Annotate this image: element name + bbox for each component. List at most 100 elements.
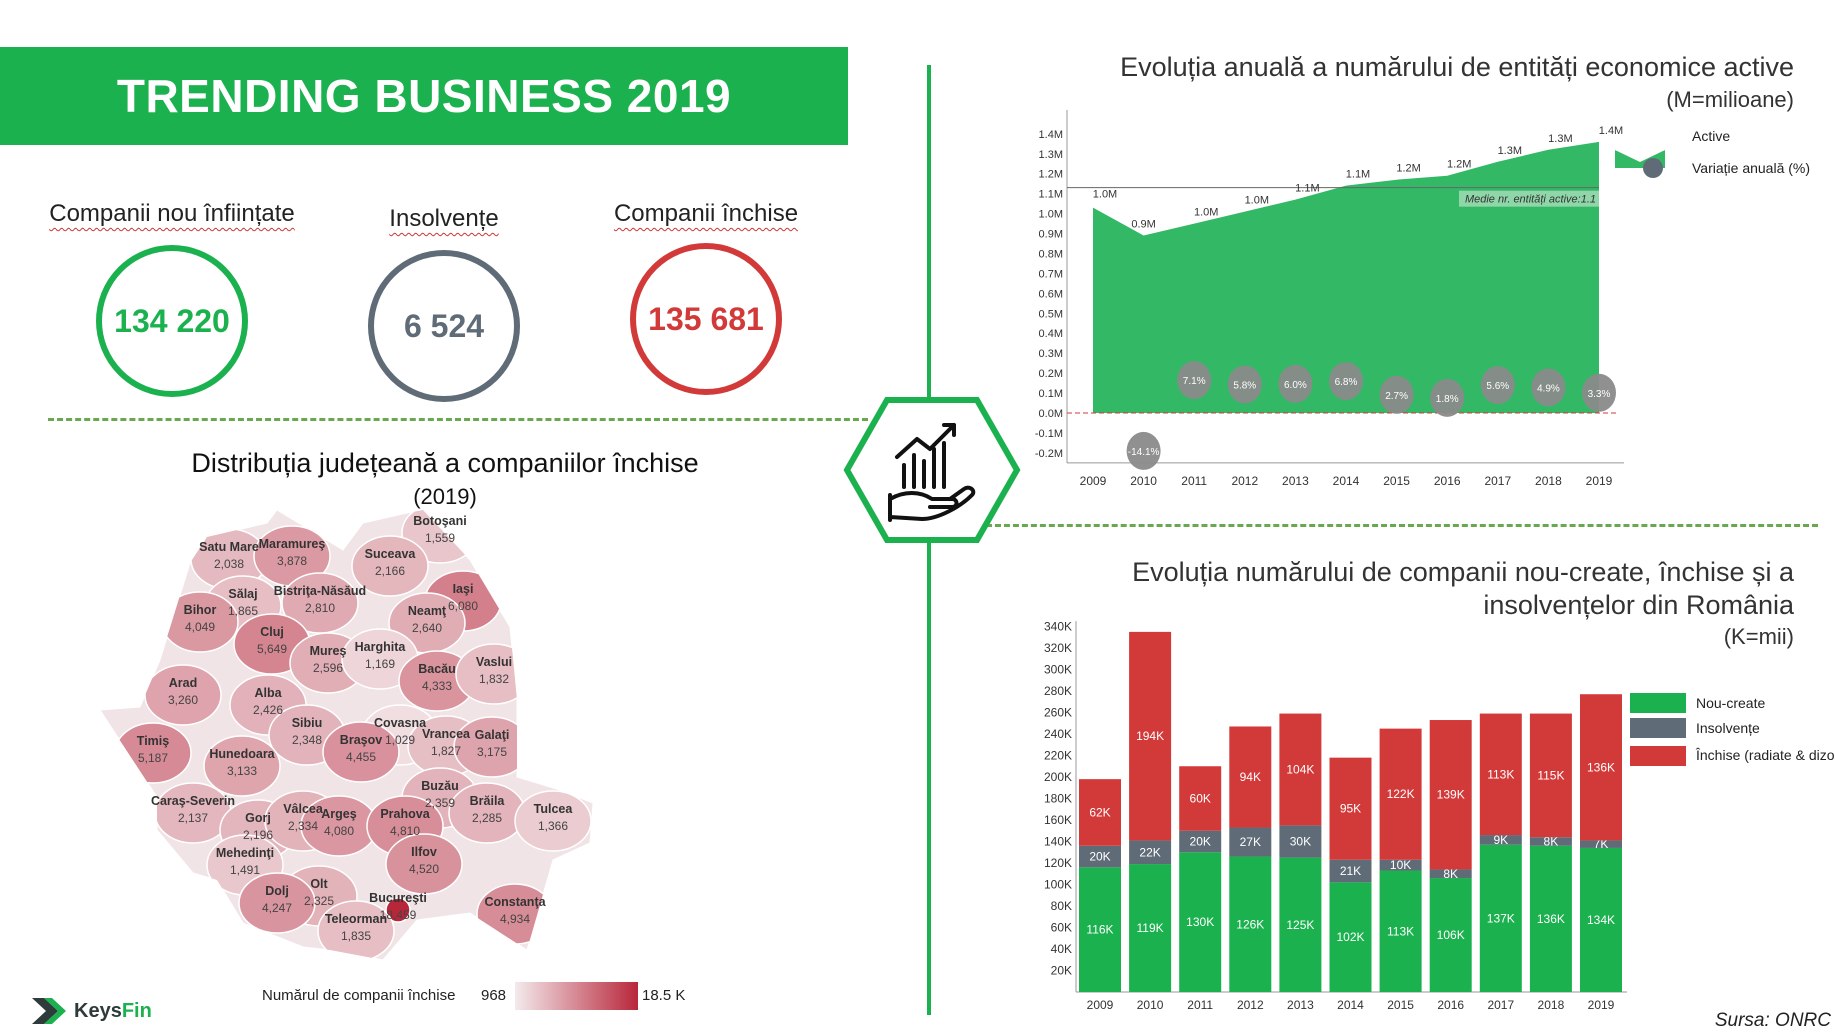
bar-segment-closed bbox=[1229, 726, 1272, 828]
legend-swatch bbox=[1630, 693, 1686, 713]
county-name: Teleorman bbox=[325, 912, 387, 926]
county-area bbox=[238, 872, 316, 934]
bar-label: 20K bbox=[1089, 850, 1110, 864]
bar-segment-closed bbox=[1479, 713, 1522, 836]
county-name: Mureş bbox=[310, 644, 347, 658]
bar-segment-closed bbox=[1179, 766, 1222, 831]
x-tick-label: 2018 bbox=[1538, 998, 1565, 1012]
variation-bubble bbox=[1480, 366, 1515, 405]
county-area bbox=[203, 735, 281, 797]
county-value: 4,049 bbox=[185, 620, 215, 634]
bar-segment-new bbox=[1580, 847, 1622, 992]
bar-label: 102K bbox=[1336, 930, 1364, 944]
bar-label: 122K bbox=[1387, 787, 1415, 801]
kpi-insolvencies: 6 524 bbox=[368, 250, 520, 402]
county-value: 2,640 bbox=[412, 621, 442, 635]
bar-segment-insolvent bbox=[1580, 840, 1622, 848]
county-value: 3,878 bbox=[277, 554, 307, 568]
county-value: 2,196 bbox=[243, 828, 273, 842]
bar-label: 62K bbox=[1089, 805, 1110, 819]
county-area bbox=[385, 897, 411, 923]
county-value: 4,520 bbox=[409, 862, 439, 876]
bar-segment-closed bbox=[1429, 720, 1472, 870]
county-value: 6,080 bbox=[448, 599, 478, 613]
x-tick-label: 2010 bbox=[1137, 998, 1164, 1012]
kpi-new-companies: 134 220 bbox=[96, 245, 248, 397]
y-tick-label: -0.2M bbox=[1035, 448, 1063, 460]
county-value: 4,080 bbox=[324, 824, 354, 838]
variation-bubble bbox=[1582, 373, 1616, 412]
y-tick-label: -0.1M bbox=[1035, 428, 1063, 440]
bar-segment-closed bbox=[1529, 713, 1572, 838]
county-value: 3,260 bbox=[168, 693, 198, 707]
x-tick-label: 2009 bbox=[1087, 998, 1114, 1012]
bar-label: 94K bbox=[1240, 770, 1261, 784]
y-tick-label: 20K bbox=[1051, 964, 1072, 978]
county-name: Vaslui bbox=[476, 655, 512, 669]
county-name: Covasna bbox=[374, 716, 427, 730]
bar-label: 104K bbox=[1286, 762, 1314, 776]
bar-label: 130K bbox=[1186, 915, 1214, 929]
active-data-label: 1.0M bbox=[1093, 189, 1117, 201]
y-tick-label: 0.2M bbox=[1039, 368, 1063, 380]
county-value: 2,596 bbox=[313, 661, 343, 675]
bar-label: 10K bbox=[1390, 858, 1411, 872]
y-tick-label: 1.0M bbox=[1039, 209, 1063, 221]
kpi-label-insolvencies: Insolvențe bbox=[389, 205, 499, 232]
county-name: Bistriţa-Năsăud bbox=[274, 584, 366, 598]
county-value: 2,426 bbox=[253, 703, 283, 717]
bar-segment-new bbox=[1129, 864, 1172, 992]
county-value: 4,810 bbox=[390, 824, 420, 838]
variation-label: 5.6% bbox=[1486, 381, 1509, 392]
active-entities-chart: 1.4M 1.3M 1.2M 1.1M 1.0M 0.9M 0.8M 0.7M 0.6M 0.5M… bbox=[1035, 110, 1810, 488]
active-data-label: 1.1M bbox=[1295, 183, 1319, 195]
y-tick-label: 40K bbox=[1051, 942, 1072, 956]
kpi-label-closed-companies: Companii închise bbox=[613, 200, 799, 227]
county-value: 2,285 bbox=[472, 811, 502, 825]
x-tick-label: 2011 bbox=[1181, 474, 1207, 488]
y-tick-label: 160K bbox=[1044, 813, 1072, 827]
county-name: Sibiu bbox=[292, 716, 323, 730]
county-value: 2,137 bbox=[178, 811, 208, 825]
variation-label: 6.0% bbox=[1284, 380, 1307, 391]
active-data-label: 1.2M bbox=[1447, 159, 1471, 171]
x-tick-label: 2018 bbox=[1535, 474, 1562, 488]
county-name: Neamţ bbox=[408, 604, 447, 618]
variation-label: 1.8% bbox=[1436, 394, 1459, 405]
x-tick-label: 2012 bbox=[1237, 998, 1264, 1012]
y-tick-label: 180K bbox=[1044, 792, 1072, 806]
y-tick-label: 1.4M bbox=[1039, 129, 1063, 141]
county-value: 1,865 bbox=[228, 604, 258, 618]
county-value: 5,649 bbox=[257, 642, 287, 656]
bar-label: 20K bbox=[1190, 835, 1211, 849]
y-tick-label: 260K bbox=[1044, 706, 1072, 720]
bar-segment-new bbox=[1379, 870, 1422, 992]
variation-label: 5.8% bbox=[1233, 380, 1256, 391]
active-area bbox=[1093, 141, 1599, 414]
variation-bubble bbox=[1227, 365, 1262, 404]
bar-label: 113K bbox=[1387, 924, 1414, 938]
kpi-closed-companies: 135 681 bbox=[630, 243, 782, 395]
y-tick-label: 100K bbox=[1044, 878, 1072, 892]
x-tick-label: 2012 bbox=[1231, 474, 1258, 488]
active-data-label: 1.2M bbox=[1396, 163, 1420, 175]
y-tick-label: 60K bbox=[1051, 921, 1072, 935]
map-legend-max: 18.5 K bbox=[642, 987, 686, 1004]
county-area bbox=[514, 790, 592, 852]
bar-label: 136K bbox=[1537, 912, 1565, 926]
bar-segment-insolvent bbox=[1479, 835, 1522, 845]
county-value: 2,166 bbox=[375, 564, 405, 578]
bar-label: 30K bbox=[1290, 835, 1311, 849]
legend-swatch bbox=[1630, 718, 1686, 738]
county-name: Arad bbox=[169, 676, 197, 690]
bar-segment-insolvent bbox=[1079, 845, 1121, 868]
county-area bbox=[317, 900, 395, 960]
y-tick-label: 300K bbox=[1044, 663, 1072, 677]
bar-label: 119K bbox=[1137, 921, 1164, 935]
variation-bubble bbox=[1430, 378, 1465, 417]
legend-variation-swatch bbox=[1643, 158, 1663, 178]
bar-segment-insolvent bbox=[1279, 825, 1322, 858]
bar-segment-insolvent bbox=[1229, 827, 1272, 857]
bar-segment-insolvent bbox=[1179, 830, 1222, 853]
bar-label: 8K bbox=[1443, 867, 1458, 881]
